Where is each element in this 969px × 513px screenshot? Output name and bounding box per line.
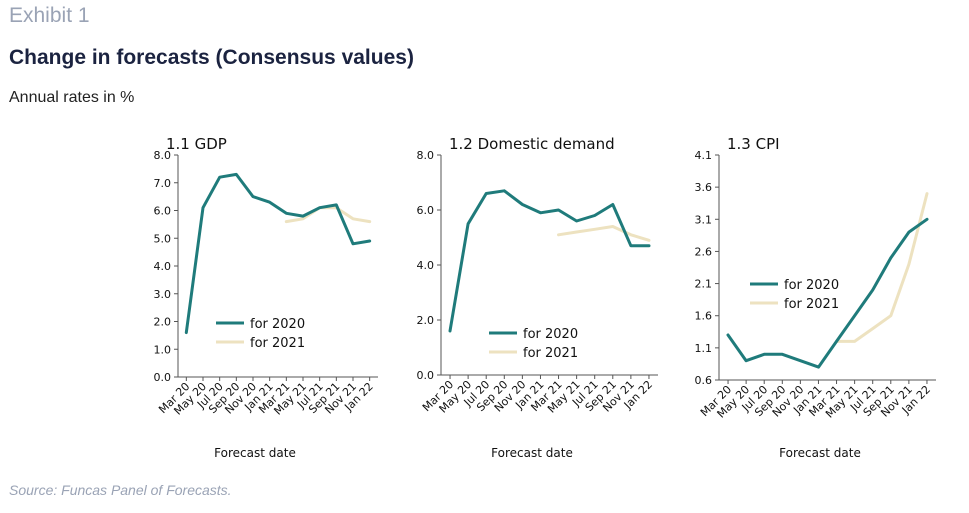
y-tick-label: 2.0: [417, 314, 435, 327]
y-tick-label: 3.0: [154, 288, 172, 301]
y-tick-label: 4.0: [417, 259, 435, 272]
series-line-2020: [448, 189, 651, 333]
y-tick-label: 1.6: [695, 310, 713, 323]
legend-label: for 2020: [523, 327, 578, 342]
x-axis-label: Forecast date: [779, 446, 861, 460]
y-tick-label: 6.0: [417, 204, 435, 217]
y-tick-label: 2.0: [154, 316, 172, 329]
source-note: Source: Funcas Panel of Forecasts.: [9, 482, 232, 498]
x-axis-label: Forecast date: [214, 446, 296, 460]
series-line-2021: [557, 225, 651, 242]
y-tick-label: 8.0: [154, 149, 172, 162]
page-title: Change in forecasts (Consensus values): [9, 46, 414, 69]
y-tick-label: 0.0: [417, 369, 435, 382]
chart-title: 1.2 Domestic demand: [449, 135, 615, 153]
y-tick-label: 2.1: [695, 278, 713, 291]
y-tick-label: 3.1: [695, 213, 713, 226]
y-tick-label: 3.6: [695, 181, 713, 194]
legend-label: for 2020: [250, 317, 305, 332]
y-tick-label: 4.1: [695, 149, 713, 162]
y-tick-label: 4.0: [154, 260, 172, 273]
y-tick-label: 8.0: [417, 149, 435, 162]
page-subtitle: Annual rates in %: [9, 89, 135, 106]
legend-label: for 2020: [784, 278, 839, 293]
legend-label: for 2021: [523, 346, 578, 361]
series-line-2020: [726, 217, 929, 369]
chart-title: 1.1 GDP: [166, 135, 227, 153]
y-tick-label: 7.0: [154, 177, 172, 190]
series-line-2020: [184, 172, 372, 335]
y-tick-label: 5.0: [154, 232, 172, 245]
y-tick-label: 0.6: [695, 374, 713, 387]
series-line-2021: [835, 192, 929, 343]
y-tick-label: 0.0: [154, 371, 172, 384]
exhibit-label: Exhibit 1: [9, 4, 90, 27]
y-tick-label: 2.6: [695, 245, 713, 258]
y-tick-label: 6.0: [154, 205, 172, 218]
legend-label: for 2021: [250, 336, 305, 351]
chart-title: 1.3 CPI: [727, 135, 780, 153]
y-tick-label: 1.1: [695, 342, 713, 355]
legend-label: for 2021: [784, 297, 839, 312]
x-axis-label: Forecast date: [491, 446, 573, 460]
y-tick-label: 1.0: [154, 343, 172, 356]
